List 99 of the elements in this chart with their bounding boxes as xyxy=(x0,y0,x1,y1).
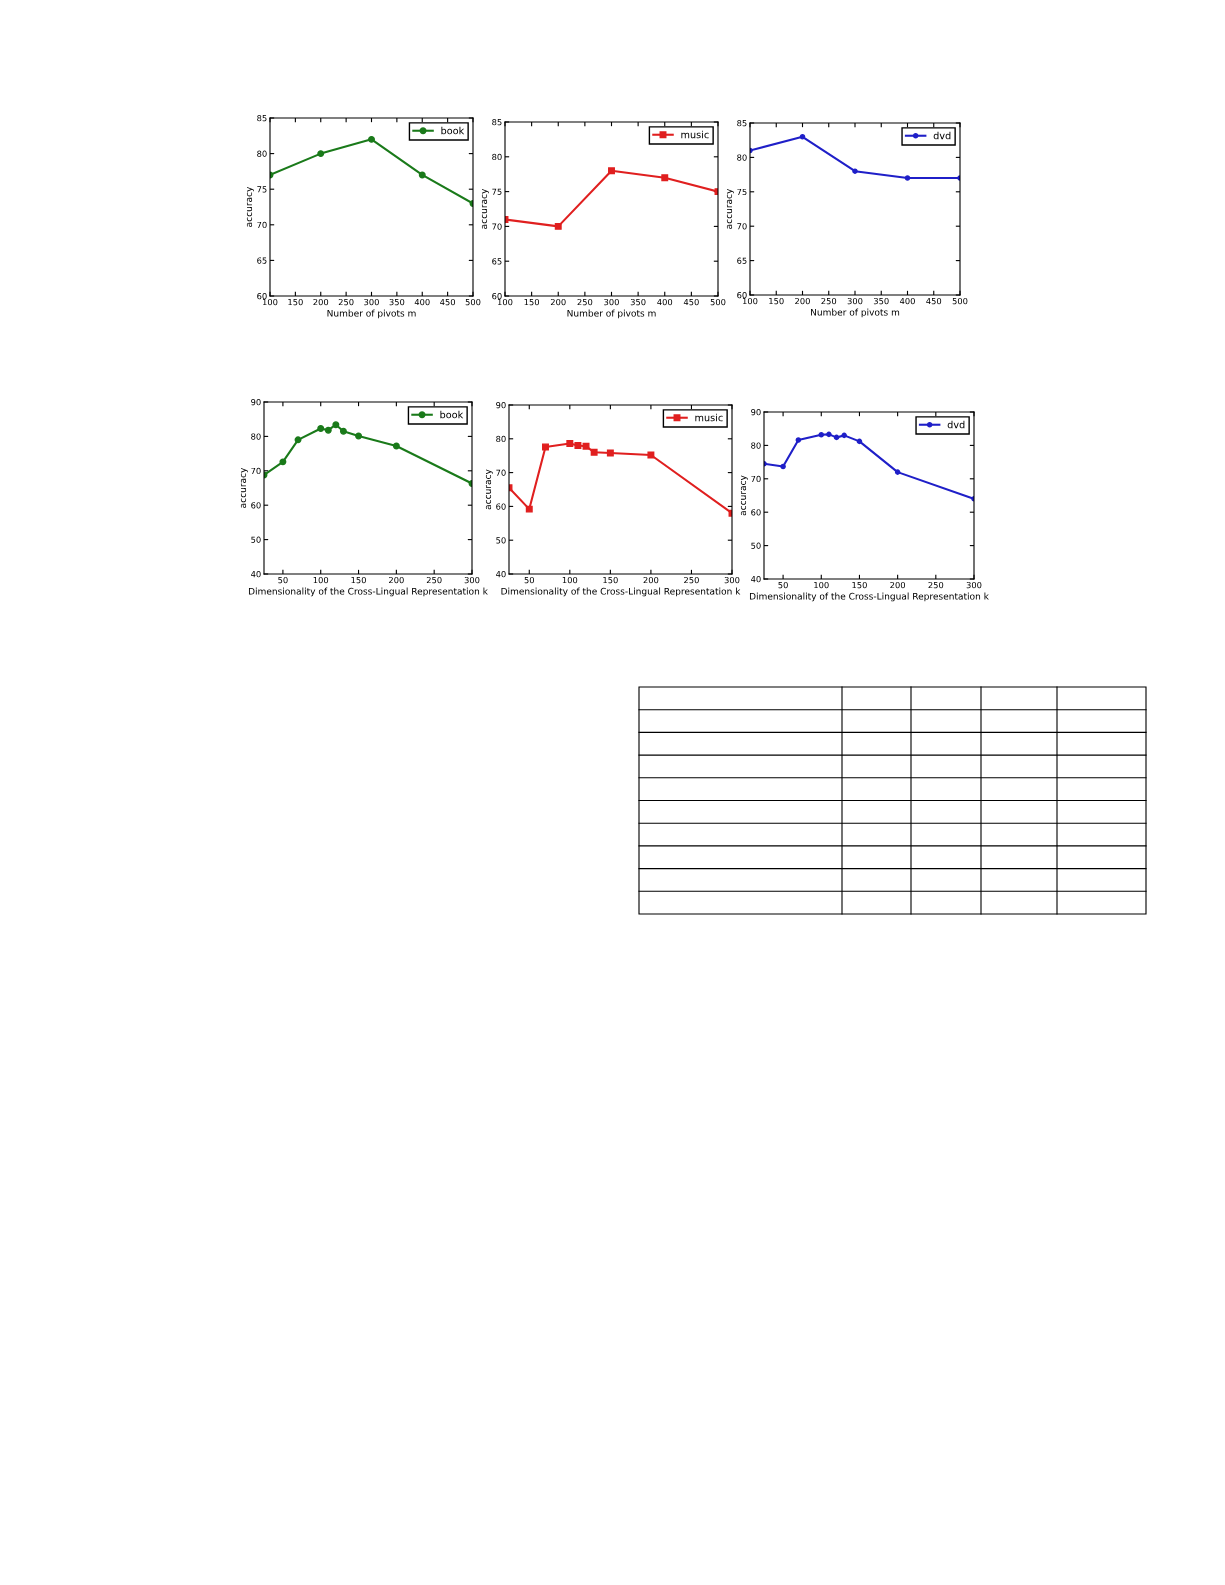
y-tick-label: 60 xyxy=(751,509,761,516)
y-tick-label: 40 xyxy=(751,575,761,583)
x-tick-label: 200 xyxy=(890,581,906,589)
x-tick-label: 350 xyxy=(630,298,646,306)
legend-label: music xyxy=(681,130,709,139)
x-tick-label: 250 xyxy=(821,297,837,305)
y-axis-title: accuracy xyxy=(740,475,748,516)
y-tick-label: 70 xyxy=(496,469,506,476)
x-tick-label: 100 xyxy=(742,297,758,305)
y-tick-label: 80 xyxy=(251,433,261,440)
legend-label: dvd xyxy=(933,131,951,140)
x-tick-label: 150 xyxy=(524,298,540,306)
x-tick-label: 250 xyxy=(426,576,442,584)
x-tick-label: 250 xyxy=(684,576,699,584)
x-tick-label: 100 xyxy=(262,298,278,306)
y-tick-label: 65 xyxy=(492,258,502,265)
y-tick-label: 70 xyxy=(251,467,261,475)
y-tick-label: 85 xyxy=(257,114,267,122)
y-tick-label: 50 xyxy=(751,542,761,549)
x-tick-label: 500 xyxy=(952,297,968,305)
x-axis-title: Number of pivots m xyxy=(811,308,900,318)
x-tick-label: 400 xyxy=(657,298,673,306)
x-tick-label: 350 xyxy=(389,298,405,306)
x-tick-label: 500 xyxy=(465,298,481,306)
x-tick-label: 450 xyxy=(926,297,942,305)
legend-label: music xyxy=(695,413,723,422)
legend-label: dvd xyxy=(947,420,965,429)
y-axis-title: accuracy xyxy=(246,186,254,227)
x-tick-label: 400 xyxy=(899,297,915,305)
y-axis-title: accuracy xyxy=(240,467,248,508)
y-tick-label: 80 xyxy=(496,435,506,443)
y-tick-label: 85 xyxy=(737,119,747,127)
y-axis-title: accuracy xyxy=(726,188,734,229)
x-tick-label: 150 xyxy=(852,581,867,589)
y-tick-label: 75 xyxy=(737,188,747,196)
y-tick-label: 70 xyxy=(492,223,502,230)
x-axis-title: Dimensionality of the Cross-Lingual Representation k xyxy=(749,592,989,602)
x-tick-label: 250 xyxy=(338,298,354,306)
y-tick-label: 80 xyxy=(751,442,761,449)
y-axis-title: accuracy xyxy=(481,188,489,229)
x-axis-title: Dimensionality of the Cross-Lingual Representation k xyxy=(248,587,488,597)
x-tick-label: 450 xyxy=(683,298,699,306)
y-axis-title: accuracy xyxy=(485,469,493,510)
y-tick-label: 60 xyxy=(492,292,502,300)
y-tick-label: 60 xyxy=(251,502,261,509)
y-tick-label: 85 xyxy=(492,118,502,126)
y-tick-label: 80 xyxy=(737,154,747,161)
y-tick-label: 65 xyxy=(257,257,267,264)
x-tick-label: 150 xyxy=(351,576,366,584)
legend-label: book xyxy=(440,410,464,419)
y-tick-label: 80 xyxy=(257,150,267,157)
x-tick-label: 200 xyxy=(389,576,404,584)
y-tick-label: 50 xyxy=(496,537,506,544)
y-tick-label: 80 xyxy=(492,153,502,161)
x-tick-label: 450 xyxy=(440,298,456,306)
x-tick-label: 350 xyxy=(873,297,889,305)
x-tick-label: 150 xyxy=(288,298,303,306)
x-tick-label: 400 xyxy=(414,298,430,306)
x-tick-label: 50 xyxy=(524,576,535,584)
x-tick-label: 300 xyxy=(464,576,480,584)
x-tick-label: 150 xyxy=(769,297,784,305)
y-tick-label: 65 xyxy=(737,257,747,264)
y-tick-label: 90 xyxy=(751,408,761,416)
x-tick-label: 250 xyxy=(577,298,593,306)
y-tick-label: 70 xyxy=(257,221,267,229)
x-axis-title: Number of pivots m xyxy=(327,309,416,319)
x-tick-label: 200 xyxy=(550,298,566,306)
x-tick-label: 200 xyxy=(643,576,659,584)
x-tick-label: 100 xyxy=(562,576,578,584)
x-tick-label: 300 xyxy=(724,576,740,584)
x-tick-label: 300 xyxy=(847,297,863,305)
x-tick-label: 250 xyxy=(928,581,944,589)
x-axis-title: Dimensionality of the Cross-Lingual Representation k xyxy=(501,587,741,597)
y-tick-label: 70 xyxy=(737,223,747,230)
x-axis-title: Number of pivots m xyxy=(567,309,656,319)
y-tick-label: 90 xyxy=(496,401,506,409)
x-tick-label: 300 xyxy=(364,298,379,306)
y-tick-label: 40 xyxy=(496,570,506,578)
legend-label: book xyxy=(441,126,465,135)
y-tick-label: 90 xyxy=(251,398,261,406)
y-tick-label: 75 xyxy=(257,186,267,193)
x-tick-label: 300 xyxy=(966,581,982,589)
y-tick-label: 75 xyxy=(492,188,502,195)
x-tick-label: 50 xyxy=(778,581,788,589)
x-tick-label: 500 xyxy=(710,298,726,306)
x-tick-label: 200 xyxy=(313,298,329,306)
x-tick-label: 150 xyxy=(603,576,618,584)
y-tick-label: 40 xyxy=(251,570,261,578)
x-tick-label: 300 xyxy=(604,298,619,306)
x-tick-label: 50 xyxy=(278,576,288,584)
x-tick-label: 100 xyxy=(497,298,513,306)
x-tick-label: 100 xyxy=(313,576,329,584)
y-tick-label: 70 xyxy=(751,475,761,483)
y-tick-label: 60 xyxy=(496,503,506,510)
x-tick-label: 100 xyxy=(814,581,829,589)
y-tick-label: 60 xyxy=(737,291,747,299)
x-tick-label: 200 xyxy=(795,297,810,305)
y-tick-label: 60 xyxy=(257,292,267,300)
y-tick-label: 50 xyxy=(251,536,261,543)
